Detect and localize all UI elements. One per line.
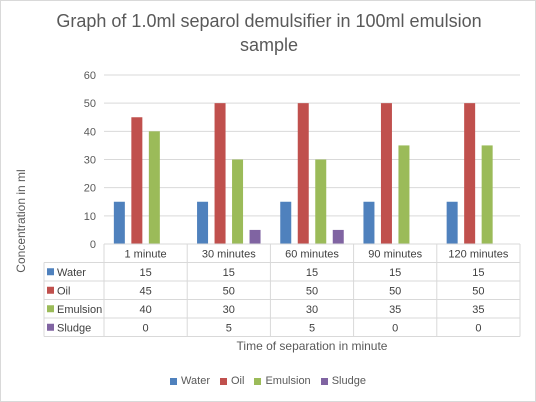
x-tick-label: 120 minutes [448, 248, 508, 260]
bar-sludge-2 [332, 229, 344, 244]
legend-swatch [320, 377, 328, 385]
chart-title: Graph of 1.0ml separol demulsifier in 10… [56, 11, 482, 55]
table-cell-value: 15 [139, 267, 151, 279]
table-cell-value: 50 [306, 285, 318, 297]
x-axis-title: Time of separation in minute [236, 339, 388, 353]
legend-item-sludge: Sludge [320, 375, 366, 387]
bar-oil-3 [380, 103, 392, 245]
table-legend-key-water [47, 268, 54, 276]
table-cell-value: 50 [223, 285, 235, 297]
legend: Water Oil Emulsion Sludge [1, 375, 535, 387]
legend-label: Water [181, 375, 210, 387]
x-tick-label: 90 minutes [368, 248, 422, 260]
bar-water-3 [363, 201, 375, 244]
y-tick-label: 60 [84, 70, 96, 82]
legend-swatch [170, 377, 178, 385]
table-legend-key-oil [47, 286, 54, 294]
table-cell-value: 0 [392, 322, 398, 334]
table-cell-value: 15 [306, 267, 318, 279]
table-cell-value: 50 [389, 285, 401, 297]
table-legend-key-sludge [47, 323, 54, 331]
table-legend-key-emulsion [47, 305, 54, 313]
legend-item-emulsion: Emulsion [254, 375, 311, 387]
table-cell-value: 30 [306, 304, 318, 316]
table-series-label: Sludge [57, 322, 91, 334]
y-tick-label: 30 [84, 155, 96, 167]
y-tick-label: 10 [84, 211, 96, 223]
y-tick-label: 50 [84, 98, 96, 110]
table-cell-value: 45 [139, 285, 151, 297]
legend-label: Oil [230, 375, 245, 387]
table-cell-value: 15 [223, 267, 235, 279]
table-cell-value: 0 [143, 322, 149, 334]
bar-water-1 [197, 201, 209, 244]
table-cell-value: 50 [472, 285, 484, 297]
x-tick-label: 60 minutes [285, 248, 339, 260]
x-tick-label: 30 minutes [202, 248, 256, 260]
y-tick-label: 40 [84, 126, 96, 138]
bar-oil-2 [297, 103, 309, 245]
table-cell-value: 15 [472, 267, 484, 279]
bar-emulsion-3 [398, 145, 410, 244]
table-cell-value: 40 [139, 304, 151, 316]
table-cell-value: 15 [389, 267, 401, 279]
table-series-label: Water [57, 267, 86, 279]
table-cell-value: 30 [223, 304, 235, 316]
bar-emulsion-4 [481, 145, 493, 244]
table-cell-value: 35 [389, 304, 401, 316]
legend-label: Sludge [331, 375, 366, 387]
x-tick-label: 1 minute [124, 248, 166, 260]
bar-sludge-1 [249, 229, 261, 244]
bar-water-2 [280, 201, 292, 244]
table-cell-value: 35 [472, 304, 484, 316]
bar-water-0 [113, 201, 125, 244]
table-cell-value: 5 [226, 322, 232, 334]
legend-label: Emulsion [265, 375, 311, 387]
y-tick-label: 0 [90, 239, 96, 251]
table-cell-value: 0 [475, 322, 481, 334]
table-series-label: Emulsion [57, 304, 102, 316]
table-cell-value: 5 [309, 322, 315, 334]
bar-oil-1 [214, 103, 226, 245]
y-tick-label: 20 [84, 183, 96, 195]
bar-emulsion-0 [148, 131, 160, 244]
bar-emulsion-2 [315, 159, 327, 244]
bar-emulsion-1 [232, 159, 244, 244]
legend-item-oil: Oil [219, 375, 245, 387]
bar-water-4 [446, 201, 458, 244]
legend-swatch [254, 377, 262, 385]
table-series-label: Oil [57, 285, 70, 297]
bar-oil-4 [464, 103, 476, 245]
bar-oil-0 [131, 117, 143, 244]
legend-swatch [219, 377, 227, 385]
legend-item-water: Water [170, 375, 210, 387]
